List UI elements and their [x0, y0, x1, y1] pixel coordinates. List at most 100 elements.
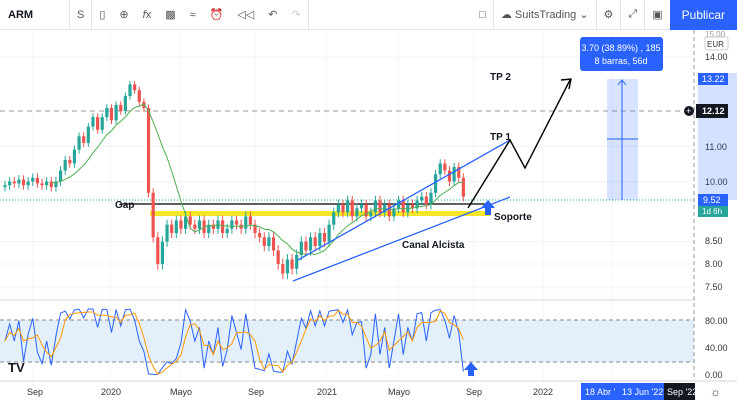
candle: [318, 233, 322, 247]
candle: [35, 177, 40, 184]
publish-button[interactable]: Publicar: [669, 0, 737, 30]
price-tick: 7.50: [705, 282, 723, 292]
candle: [188, 216, 192, 225]
tradingview-logo: TV: [8, 360, 25, 375]
gear-icon[interactable]: ⚙: [597, 0, 622, 30]
fullscreen-square-icon[interactable]: □: [472, 0, 494, 30]
candle: [58, 170, 63, 182]
measure-bars: 8 barras, 56d: [594, 56, 647, 66]
interval-button[interactable]: S: [70, 0, 93, 30]
osc-tick: 0.00: [705, 370, 723, 380]
candle: [322, 233, 327, 242]
candle: [230, 220, 234, 229]
candle: [3, 185, 7, 188]
currency-selector[interactable]: [704, 36, 729, 51]
candle: [142, 101, 146, 108]
support-label: Soporte: [494, 212, 532, 223]
support-zone[interactable]: [150, 211, 490, 216]
candle: [443, 163, 447, 171]
time-tick: 2020: [101, 387, 121, 397]
layout-name: SuitsTrading: [514, 8, 577, 21]
time-tick: Sep: [27, 387, 43, 397]
candle: [207, 224, 211, 234]
candle: [156, 237, 160, 265]
candle: [364, 204, 368, 217]
crosshair-time: Sep '22: [667, 387, 697, 397]
candle: [452, 166, 456, 182]
candle: [72, 149, 77, 164]
candle: [276, 250, 280, 265]
projection-path[interactable]: [467, 79, 571, 209]
last-price-tag: [698, 194, 728, 206]
candle: [63, 159, 67, 171]
measure-change: 3.70 (38.89%) , 185: [581, 43, 660, 53]
templates-icon[interactable]: ▩: [165, 9, 176, 21]
candle: [123, 95, 127, 111]
price-tick: 11.00: [705, 142, 727, 152]
candles-icon[interactable]: ▯: [99, 9, 106, 21]
candle: [221, 220, 225, 234]
bar-countdown: 1d 6h: [702, 207, 722, 216]
candle: [304, 241, 308, 251]
undo-icon[interactable]: ↶: [268, 9, 278, 21]
up-arrow-icon[interactable]: [481, 200, 495, 215]
replay-icon[interactable]: ◁◁: [237, 9, 255, 21]
settings-sun-icon[interactable]: ☼: [710, 385, 721, 399]
candle: [392, 208, 396, 217]
candle: [193, 224, 197, 229]
price-tick: 14.00: [705, 52, 728, 62]
candle: [401, 200, 405, 213]
candle: [350, 200, 354, 217]
countdown-tag: [698, 206, 728, 217]
price-tick: 8.50: [705, 236, 723, 246]
crosshair-price-tag: [696, 104, 728, 118]
candle: [31, 177, 35, 182]
indicator-chart-icon[interactable]: ≈: [189, 8, 196, 21]
candle: [271, 237, 276, 251]
candle: [299, 241, 303, 255]
channel-upper-line[interactable]: [297, 139, 511, 261]
candle: [346, 200, 350, 213]
osc-tick: 40.00: [705, 343, 728, 353]
osc-up-arrow-icon[interactable]: [464, 362, 478, 376]
candle: [45, 181, 49, 186]
candle: [105, 107, 109, 118]
crosshair-add-icon[interactable]: [684, 106, 694, 116]
add-compare-icon[interactable]: ⊕: [119, 9, 129, 21]
channel-lower-line[interactable]: [292, 196, 511, 282]
candle: [332, 212, 336, 225]
maximize-icon[interactable]: ⤢: [621, 0, 646, 30]
candle: [447, 170, 452, 182]
candle: [40, 183, 44, 186]
candle: [387, 204, 391, 217]
candle: [183, 216, 188, 229]
measure-axis-range: [698, 73, 737, 200]
chevron-down-icon: ⌄: [576, 9, 589, 21]
redo-icon[interactable]: ↷: [284, 0, 309, 30]
candle: [211, 224, 215, 229]
candle: [341, 204, 345, 213]
candle: [225, 228, 229, 234]
range-start: 18 Abr ': [585, 387, 616, 397]
candle: [258, 233, 262, 238]
crosshair-price: 12.12: [702, 106, 725, 116]
price-tick: 10.00: [705, 177, 728, 187]
candle: [179, 220, 183, 229]
camera-icon[interactable]: ▣: [652, 9, 663, 21]
time-tick: 2022: [533, 387, 553, 397]
alert-icon[interactable]: ⏰: [209, 9, 224, 21]
price-tick: 8.00: [705, 259, 723, 269]
candle: [119, 104, 123, 111]
plus-icon: +: [686, 106, 691, 116]
candle: [234, 220, 239, 225]
candle: [461, 177, 465, 197]
symbol-search[interactable]: ARM: [0, 0, 70, 30]
candle: [137, 90, 141, 102]
candle: [429, 192, 433, 205]
layout-selector[interactable]: ☁ SuitsTrading ⌄: [494, 0, 597, 30]
candle: [433, 174, 438, 193]
time-tick: Sep: [466, 387, 482, 397]
